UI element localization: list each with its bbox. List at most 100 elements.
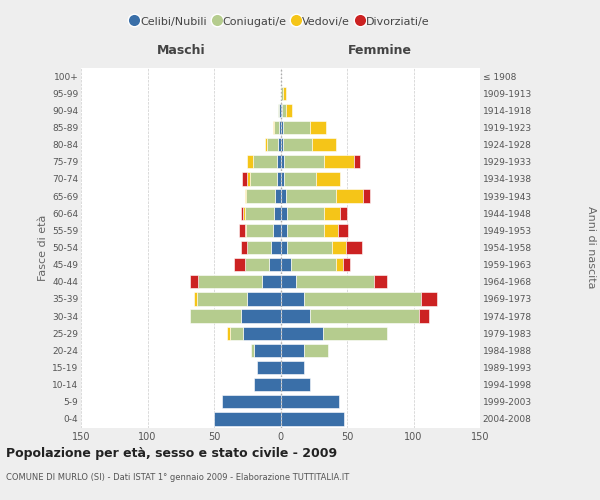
Bar [262, 275, 281, 288]
Bar [283, 86, 286, 100]
Bar [363, 190, 370, 203]
Text: Femmine: Femmine [348, 44, 412, 57]
Bar [310, 310, 419, 323]
Bar [247, 241, 271, 254]
Bar [245, 258, 269, 272]
Bar [269, 258, 281, 272]
Bar [291, 258, 337, 272]
Bar [282, 104, 286, 117]
Bar [281, 310, 310, 323]
Bar [374, 275, 387, 288]
Bar [346, 241, 362, 254]
Bar [190, 310, 241, 323]
Bar [296, 275, 374, 288]
Bar [281, 104, 282, 117]
Bar [190, 275, 198, 288]
Bar [279, 104, 281, 117]
Bar [304, 292, 421, 306]
Bar [281, 241, 287, 254]
Bar [337, 258, 343, 272]
Bar [325, 206, 340, 220]
Bar [267, 138, 278, 151]
Bar [241, 241, 247, 254]
Bar [281, 292, 304, 306]
Bar [275, 190, 281, 203]
Bar [287, 241, 332, 254]
Bar [194, 292, 197, 306]
Bar [281, 121, 283, 134]
Bar [245, 190, 246, 203]
Bar [271, 241, 281, 254]
Bar [287, 224, 325, 237]
Bar [254, 378, 281, 392]
Bar [247, 155, 253, 168]
Bar [332, 241, 346, 254]
Bar [197, 292, 247, 306]
Bar [281, 190, 286, 203]
Y-axis label: Fasce di età: Fasce di età [38, 214, 48, 280]
Bar [246, 224, 272, 237]
Bar [272, 121, 274, 134]
Bar [265, 138, 267, 151]
Bar [281, 395, 339, 408]
Bar [281, 206, 287, 220]
Bar [340, 206, 347, 220]
Bar [284, 155, 325, 168]
Bar [279, 121, 281, 134]
Bar [251, 344, 254, 357]
Bar [313, 138, 337, 151]
Bar [310, 121, 326, 134]
Bar [281, 224, 287, 237]
Bar [241, 310, 281, 323]
Text: Anni di nascita: Anni di nascita [586, 206, 596, 289]
Bar [278, 138, 281, 151]
Bar [239, 224, 245, 237]
Bar [281, 138, 283, 151]
Bar [227, 326, 230, 340]
Bar [284, 172, 316, 186]
Bar [250, 172, 277, 186]
Bar [272, 224, 281, 237]
Bar [198, 275, 262, 288]
Legend: Celibi/Nubili, Coniugati/e, Vedovi/e, Divorziati/e: Celibi/Nubili, Coniugati/e, Vedovi/e, Di… [130, 14, 431, 29]
Bar [247, 292, 281, 306]
Bar [287, 206, 325, 220]
Bar [281, 155, 284, 168]
Bar [281, 412, 344, 426]
Bar [277, 172, 281, 186]
Bar [247, 172, 250, 186]
Bar [316, 172, 340, 186]
Bar [283, 121, 310, 134]
Bar [281, 258, 291, 272]
Bar [241, 206, 243, 220]
Bar [281, 344, 304, 357]
Bar [243, 326, 281, 340]
Bar [419, 310, 430, 323]
Bar [254, 344, 281, 357]
Bar [243, 206, 245, 220]
Bar [246, 190, 275, 203]
Bar [281, 378, 310, 392]
Bar [277, 155, 281, 168]
Bar [230, 326, 243, 340]
Bar [283, 138, 313, 151]
Bar [274, 121, 279, 134]
Bar [214, 412, 281, 426]
Bar [343, 258, 350, 272]
Text: COMUNE DI MURLO (SI) - Dati ISTAT 1° gennaio 2009 - Elaborazione TUTTITALIA.IT: COMUNE DI MURLO (SI) - Dati ISTAT 1° gen… [6, 472, 349, 482]
Bar [353, 155, 360, 168]
Bar [281, 326, 323, 340]
Bar [245, 224, 246, 237]
Bar [281, 275, 296, 288]
Bar [242, 172, 247, 186]
Bar [421, 292, 437, 306]
Bar [337, 190, 363, 203]
Bar [274, 206, 281, 220]
Bar [286, 104, 292, 117]
Bar [338, 224, 349, 237]
Bar [286, 190, 337, 203]
Bar [323, 326, 387, 340]
Bar [304, 344, 328, 357]
Bar [234, 258, 245, 272]
Bar [222, 395, 281, 408]
